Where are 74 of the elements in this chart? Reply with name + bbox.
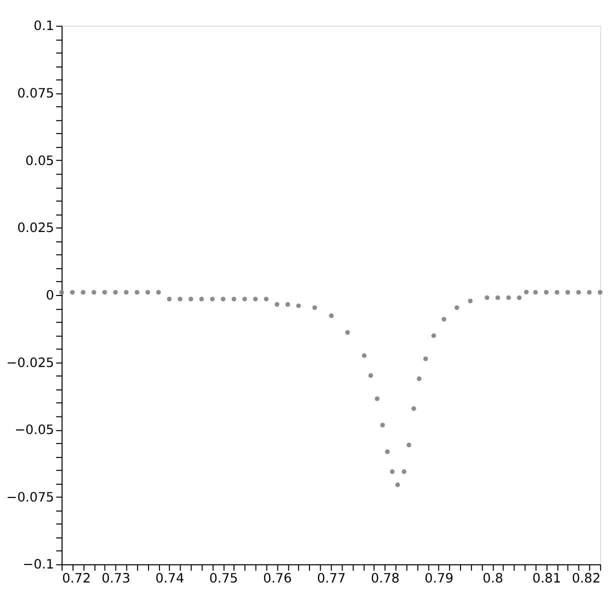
- y-tick-label: 0.1: [34, 19, 54, 34]
- point: [232, 296, 236, 302]
- point: [380, 422, 385, 428]
- point: [544, 290, 549, 295]
- point: [199, 296, 204, 302]
- point: [210, 296, 215, 302]
- point: [253, 296, 258, 302]
- point: [533, 290, 538, 295]
- y-tick-label: 0.025: [17, 221, 54, 236]
- point: [124, 290, 129, 295]
- point: [468, 298, 473, 304]
- point: [411, 406, 416, 411]
- x-tick-label: 0.81: [532, 572, 562, 587]
- point: [506, 295, 511, 300]
- point: [70, 290, 75, 295]
- point: [554, 290, 560, 295]
- x-tick-label: 0.82: [572, 572, 601, 587]
- x-tick-label: 0.79: [424, 572, 454, 587]
- x-tick-label: 0.76: [263, 572, 292, 587]
- y-tick-label: 0.05: [25, 154, 54, 169]
- y-tick-label: 0: [46, 288, 54, 304]
- x-tick-label: 0.75: [209, 572, 238, 587]
- point: [565, 290, 570, 295]
- point: [416, 376, 422, 382]
- point: [188, 296, 194, 302]
- x-tick-label: 0.78: [370, 572, 400, 587]
- point: [495, 295, 500, 300]
- point: [406, 442, 412, 448]
- point: [454, 305, 460, 310]
- point: [166, 296, 172, 302]
- point: [395, 482, 400, 488]
- point: [102, 290, 108, 295]
- point: [524, 290, 529, 294]
- point: [285, 302, 290, 307]
- y-tick-label: −0.05: [14, 423, 54, 438]
- x-tick-label: 0.77: [316, 572, 346, 587]
- point: [329, 313, 334, 318]
- point: [156, 290, 161, 295]
- y-tick-label: −0.1: [22, 558, 54, 573]
- point: [576, 290, 581, 295]
- point: [80, 290, 86, 295]
- point: [92, 290, 96, 295]
- point: [242, 296, 248, 302]
- point: [274, 302, 280, 307]
- point: [264, 296, 269, 302]
- point: [134, 290, 140, 295]
- point: [113, 290, 118, 295]
- point: [178, 296, 182, 302]
- x-tick-label: 0.73: [102, 572, 130, 587]
- x-tick-label: 0.72: [62, 572, 91, 587]
- point: [368, 373, 374, 378]
- point: [423, 356, 428, 362]
- point: [586, 290, 592, 295]
- y-tick-label: 0.075: [17, 86, 54, 102]
- point: [442, 316, 446, 322]
- point: [312, 305, 318, 310]
- point: [598, 290, 602, 295]
- point: [59, 290, 64, 295]
- point: [345, 330, 350, 335]
- point: [220, 296, 226, 302]
- x-tick-label: 0.8: [482, 572, 504, 587]
- point: [390, 469, 395, 474]
- point: [362, 353, 367, 358]
- point: [516, 295, 522, 300]
- point: [385, 449, 390, 454]
- y-tick-label: −0.025: [6, 356, 54, 371]
- point: [431, 333, 436, 338]
- point: [374, 396, 380, 401]
- point: [402, 469, 406, 474]
- point: [296, 303, 301, 308]
- point: [484, 295, 490, 300]
- point: [145, 290, 150, 295]
- y-tick-label: −0.075: [6, 490, 54, 506]
- x-tick-label: 0.74: [155, 572, 184, 587]
